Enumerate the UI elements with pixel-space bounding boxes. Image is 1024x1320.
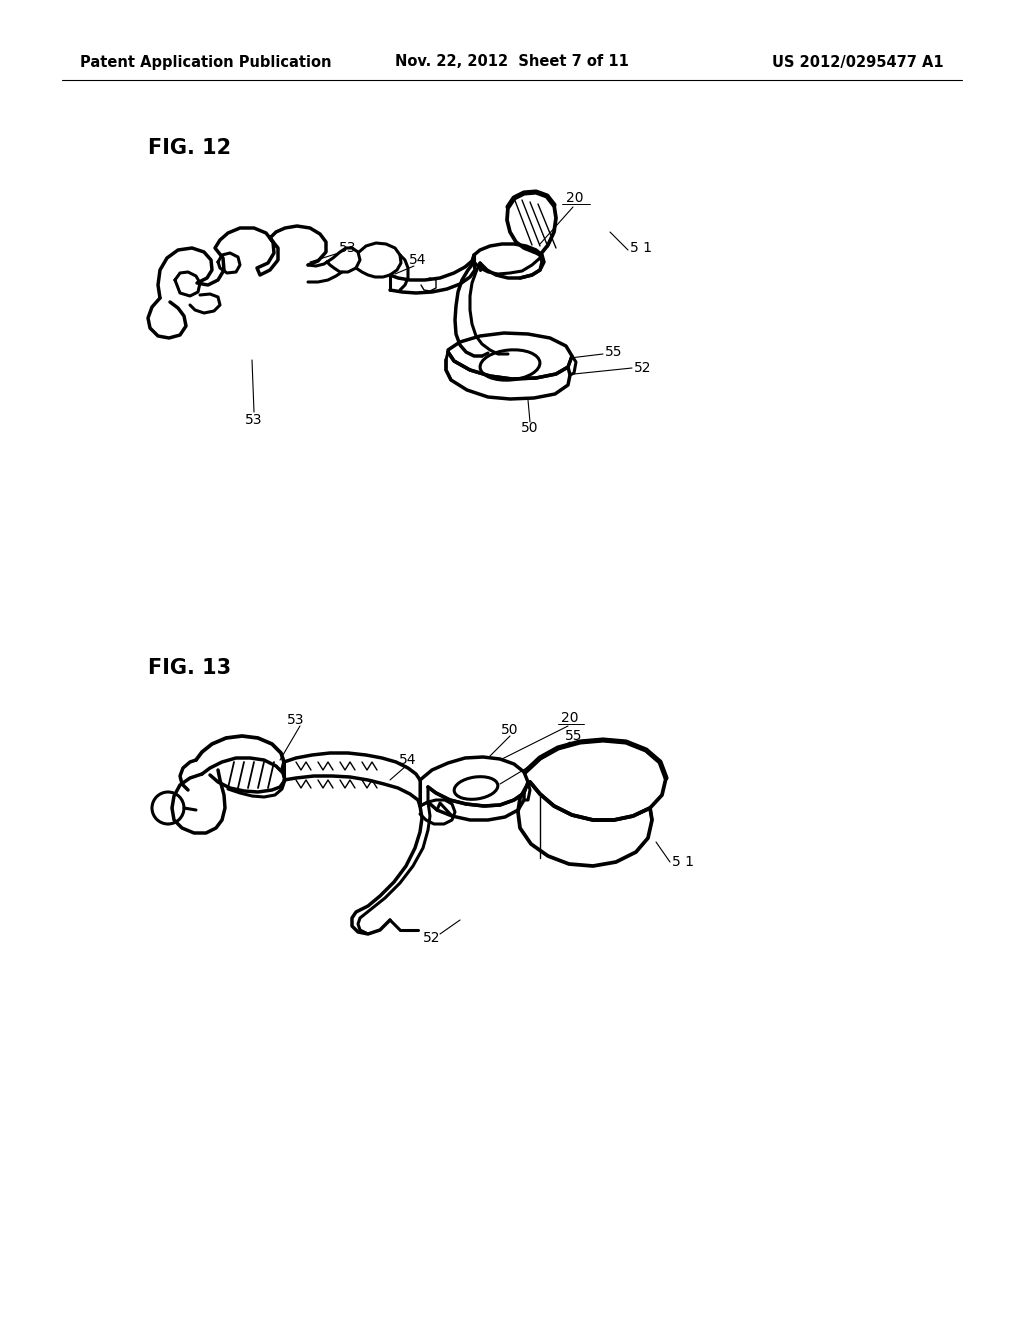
Text: 52: 52 (634, 360, 651, 375)
Text: 50: 50 (521, 421, 539, 436)
Text: Nov. 22, 2012  Sheet 7 of 11: Nov. 22, 2012 Sheet 7 of 11 (395, 54, 629, 70)
Text: 5 1: 5 1 (672, 855, 694, 869)
Text: 55: 55 (565, 729, 583, 743)
Text: 53: 53 (288, 713, 305, 727)
Text: FIG. 13: FIG. 13 (148, 657, 231, 678)
Text: 55: 55 (605, 345, 623, 359)
Text: 54: 54 (399, 752, 417, 767)
Text: 52: 52 (423, 931, 440, 945)
Text: 50: 50 (502, 723, 519, 737)
Text: 53: 53 (246, 413, 263, 426)
Text: 53: 53 (339, 242, 356, 255)
Text: FIG. 12: FIG. 12 (148, 139, 231, 158)
Text: 20: 20 (566, 191, 584, 205)
Text: 20: 20 (561, 711, 579, 725)
Text: Patent Application Publication: Patent Application Publication (80, 54, 332, 70)
Text: US 2012/0295477 A1: US 2012/0295477 A1 (772, 54, 944, 70)
Text: 54: 54 (410, 253, 427, 267)
Text: 5 1: 5 1 (630, 242, 652, 255)
